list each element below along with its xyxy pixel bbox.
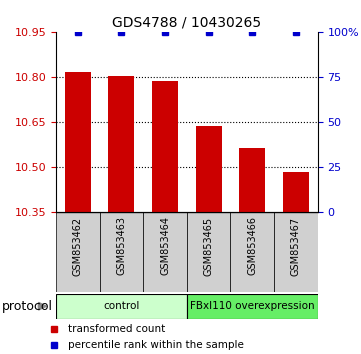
- Bar: [187, 294, 318, 319]
- Title: GDS4788 / 10430265: GDS4788 / 10430265: [112, 15, 261, 29]
- Text: GSM853462: GSM853462: [73, 216, 83, 275]
- Bar: [239, 148, 265, 212]
- Text: GSM853463: GSM853463: [116, 216, 126, 275]
- Bar: [230, 212, 274, 292]
- Text: GSM853464: GSM853464: [160, 216, 170, 275]
- Bar: [56, 212, 100, 292]
- Bar: [187, 212, 230, 292]
- Text: percentile rank within the sample: percentile rank within the sample: [68, 339, 243, 350]
- Text: GSM853466: GSM853466: [247, 216, 257, 275]
- Bar: [56, 294, 187, 319]
- Text: GSM853465: GSM853465: [204, 216, 214, 275]
- Text: transformed count: transformed count: [68, 324, 165, 334]
- Bar: [196, 126, 222, 212]
- Text: GSM853467: GSM853467: [291, 216, 301, 275]
- Bar: [152, 81, 178, 212]
- Bar: [108, 76, 135, 212]
- Bar: [283, 172, 309, 212]
- Text: control: control: [103, 301, 140, 311]
- Text: FBxl110 overexpression: FBxl110 overexpression: [190, 301, 314, 311]
- Bar: [274, 212, 318, 292]
- Text: protocol: protocol: [2, 300, 53, 313]
- Bar: [65, 73, 91, 212]
- Bar: [100, 212, 143, 292]
- Bar: [143, 212, 187, 292]
